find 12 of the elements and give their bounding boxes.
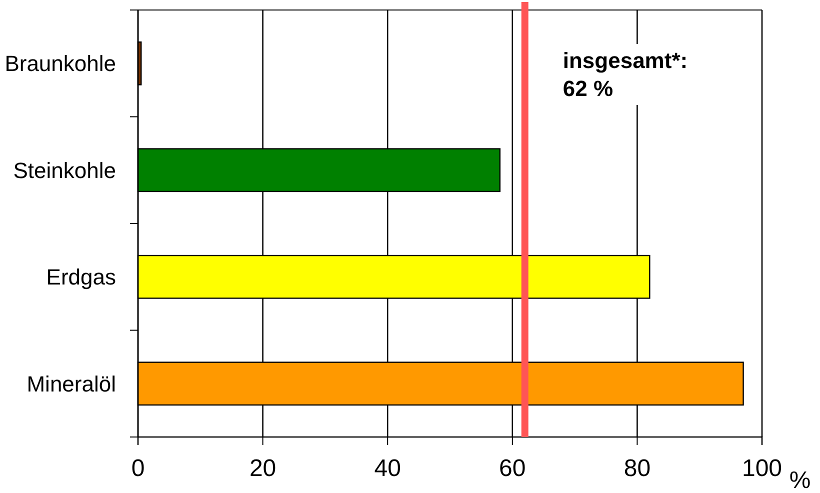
x-tick-label: 0 <box>131 455 145 482</box>
x-tick-label: 20 <box>249 455 276 482</box>
y-tick-label: Steinkohle <box>13 158 116 183</box>
x-tick-label: 40 <box>374 455 401 482</box>
y-tick-label: Mineralöl <box>26 371 116 396</box>
y-tick-label: Erdgas <box>46 264 116 290</box>
x-tick-label: 100 <box>742 455 782 482</box>
x-tick-label: 60 <box>499 455 526 482</box>
x-tick-label: 80 <box>624 455 651 482</box>
y-tick-label: Braunkohle <box>4 51 116 76</box>
x-axis-title: % <box>789 467 811 493</box>
ref-line-label: insgesamt*: 62 % <box>562 48 688 101</box>
